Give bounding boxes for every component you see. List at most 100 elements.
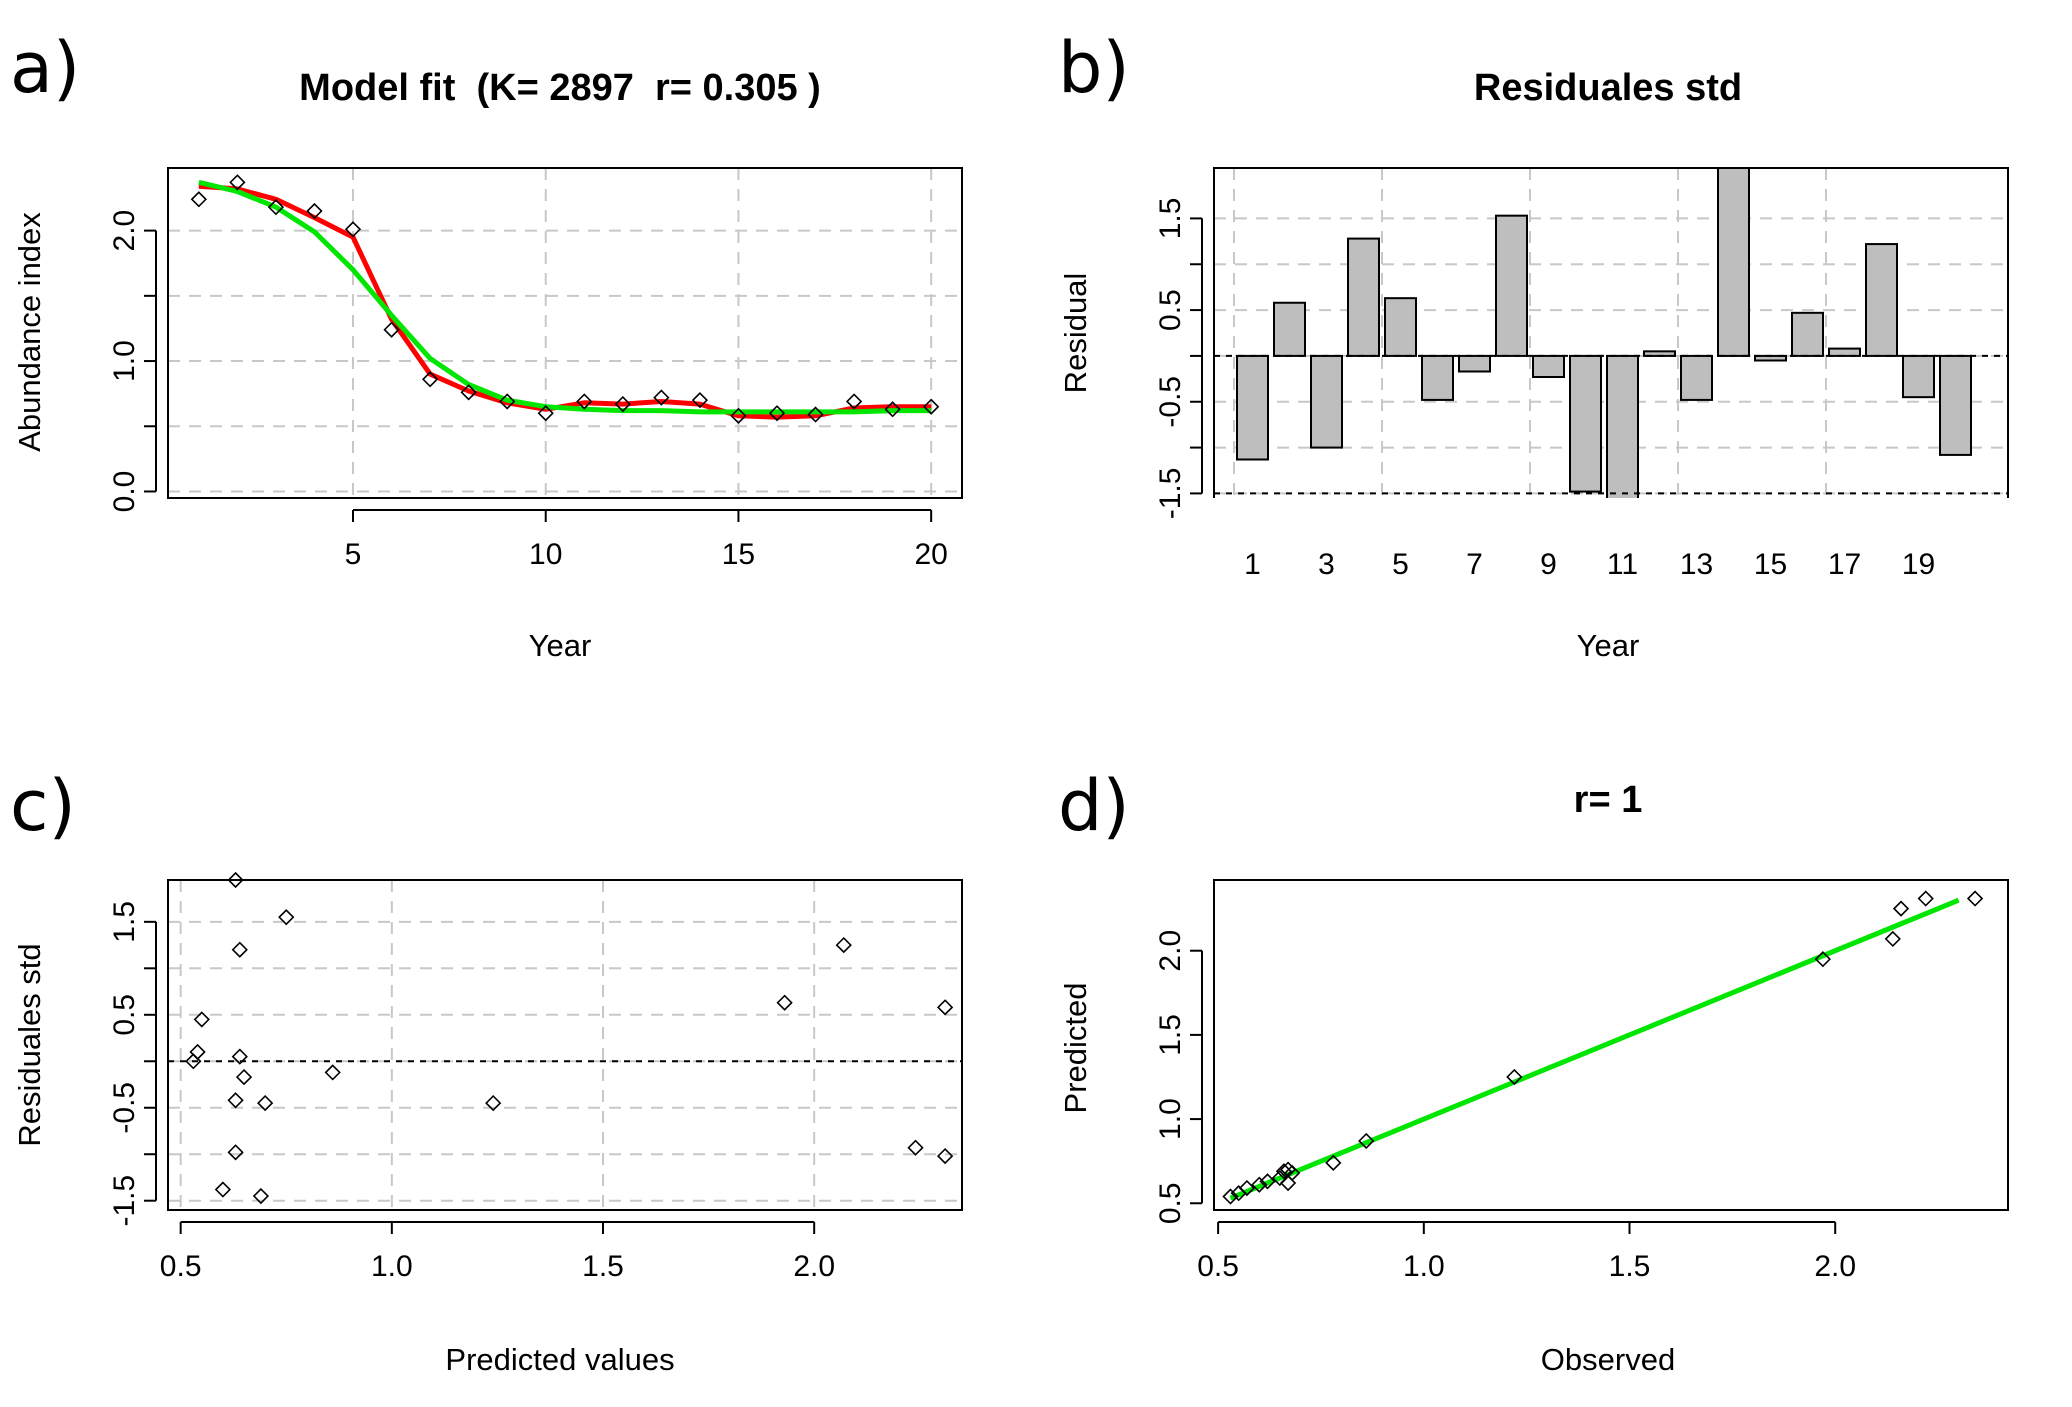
panel-d-xlabel: Observed <box>1541 1342 1675 1377</box>
panel-c-point <box>214 1181 232 1198</box>
panel-c-point <box>485 1094 502 1112</box>
panel-b-bar <box>1606 354 1639 498</box>
panel-c-point <box>252 1187 270 1205</box>
panel-c-point <box>193 1011 210 1028</box>
panel-d-x-tick-label: 1.5 <box>1609 1250 1651 1283</box>
panel-b-bar <box>1310 354 1343 449</box>
panel-b-x-tick-label: 9 <box>1540 548 1557 581</box>
panel-letter-c: c) <box>10 765 76 847</box>
panel-c-point <box>257 1094 274 1112</box>
panel-b-bar <box>1384 297 1417 357</box>
panel-d-point <box>1259 1173 1276 1190</box>
panel-a-observed-point <box>884 401 901 418</box>
panel-d-point <box>1884 930 1901 948</box>
panel-d-x-tick-label: 0.5 <box>1197 1250 1239 1283</box>
panel-b-x-tick-label: 13 <box>1680 548 1713 581</box>
panel-letter-a: a) <box>10 27 80 109</box>
panel-b-x-tick-label: 7 <box>1466 548 1483 581</box>
panel-a-title: Model fit (K= 2897 r= 0.305 ) <box>299 67 821 109</box>
panel-a-observed-point <box>807 406 824 423</box>
panel-d-y-tick-label: 0.5 <box>1154 1182 1187 1224</box>
panel-c-point <box>231 941 248 958</box>
panel-a-observed-point <box>768 405 786 422</box>
panel-b-bar <box>1495 214 1528 357</box>
panel-c-point <box>776 994 793 1011</box>
panel-a-observed-point <box>537 405 554 422</box>
panel-b-x-tick-label: 11 <box>1607 548 1638 581</box>
panel-b-bar <box>1828 347 1861 357</box>
panel-b-bar <box>1791 311 1824 357</box>
panel-b-xlabel: Year <box>1577 628 1640 663</box>
panel-a-observed-point <box>267 198 285 216</box>
panel-b-title: Residuales std <box>1474 67 1742 109</box>
panel-b-bar <box>1902 354 1935 399</box>
panel-a-observed-fit-line <box>198 183 932 420</box>
panel-b-x-tick-label: 15 <box>1754 548 1787 581</box>
panel-a-observed-point <box>730 407 747 424</box>
panel-c-point <box>227 1092 244 1109</box>
panel-c-y-tick-label: 0.5 <box>108 994 141 1036</box>
panel-b-x-tick-label: 3 <box>1318 548 1335 581</box>
panel-c-point <box>189 1043 206 1061</box>
panel-d-fit-line <box>1229 897 1960 1201</box>
panel-b-bar <box>1347 237 1380 357</box>
panel-d-ylabel: Predicted <box>1058 983 1093 1114</box>
panel-letter-d: d) <box>1058 765 1130 847</box>
panel-b-x-tick-label: 5 <box>1392 548 1409 581</box>
panel-d-y-tick-label: 2.0 <box>1154 930 1187 972</box>
panel-c-x-tick-label: 1.5 <box>582 1250 624 1283</box>
panel-a-observed-point <box>306 202 323 220</box>
panel-d-point <box>1358 1132 1375 1150</box>
panel-c-y-tick-label: 1.5 <box>108 901 141 943</box>
panel-c-ylabel: Residuales std <box>12 943 47 1146</box>
panel-c-point <box>835 936 852 954</box>
panel-c-xlabel: Predicted values <box>445 1342 674 1377</box>
panel-b-ylabel: Residual <box>1058 273 1093 394</box>
panel-a-observed-point <box>421 371 439 388</box>
panel-c-y-tick-label: -0.5 <box>108 1082 141 1134</box>
panel-a-observed-point <box>576 393 593 410</box>
panel-b-plot-frame <box>1213 167 2009 498</box>
panel-a-observed-point <box>460 384 477 401</box>
panel-d-point <box>1506 1068 1523 1086</box>
panel-d-point <box>1271 1169 1288 1187</box>
panel-letter-b: b) <box>1058 27 1130 109</box>
panel-b-bar <box>1680 354 1713 401</box>
panel-b-bar <box>1236 354 1269 461</box>
panel-a-observed-point <box>499 393 516 410</box>
panel-b-y-tick-label: -0.5 <box>1154 376 1187 428</box>
panel-b-bar <box>1421 354 1454 401</box>
panel-b-bar <box>1717 168 1750 357</box>
panel-b-bar <box>1569 354 1602 493</box>
panel-d-x-tick-label: 2.0 <box>1814 1250 1856 1283</box>
panel-d-y-tick-label: 1.0 <box>1154 1098 1187 1140</box>
panel-b-y-tick-label: 0.5 <box>1154 289 1187 331</box>
panel-d-point <box>1325 1154 1342 1171</box>
panel-b-bar <box>1939 354 1972 456</box>
panel-b-x-tick-label: 17 <box>1828 548 1861 581</box>
panel-a-plot-frame <box>167 167 963 499</box>
panel-a-observed-point <box>691 392 709 409</box>
panel-b-x-tick-label: 1 <box>1244 548 1261 581</box>
panel-d-plot-frame <box>1213 879 2009 1211</box>
panel-d-point <box>1892 900 1910 917</box>
panel-a-xlabel: Year <box>529 628 592 663</box>
panel-a-observed-point <box>344 221 362 238</box>
panel-c-point <box>936 999 954 1016</box>
panel-c-x-tick-label: 2.0 <box>793 1250 835 1283</box>
panel-d-point <box>1251 1176 1268 1193</box>
panel-c-point <box>907 1139 924 1156</box>
panel-c-y-tick-label: -1.5 <box>108 1175 141 1227</box>
panel-a-x-tick-label: 15 <box>722 538 755 571</box>
panel-d-point <box>1966 890 1984 907</box>
panel-b-bar <box>1273 301 1306 357</box>
panel-a-observed-point <box>383 321 400 338</box>
panel-c-x-tick-label: 1.0 <box>371 1250 413 1283</box>
panel-a-x-tick-label: 5 <box>345 538 362 571</box>
panel-c-plot-frame <box>167 879 963 1211</box>
panel-a-observed-point <box>845 393 863 410</box>
panel-a-y-tick-label: 2.0 <box>108 210 141 252</box>
panel-a-model-fit-line <box>198 179 932 415</box>
panel-c-point <box>185 1053 202 1070</box>
panel-b-bar <box>1458 354 1491 373</box>
